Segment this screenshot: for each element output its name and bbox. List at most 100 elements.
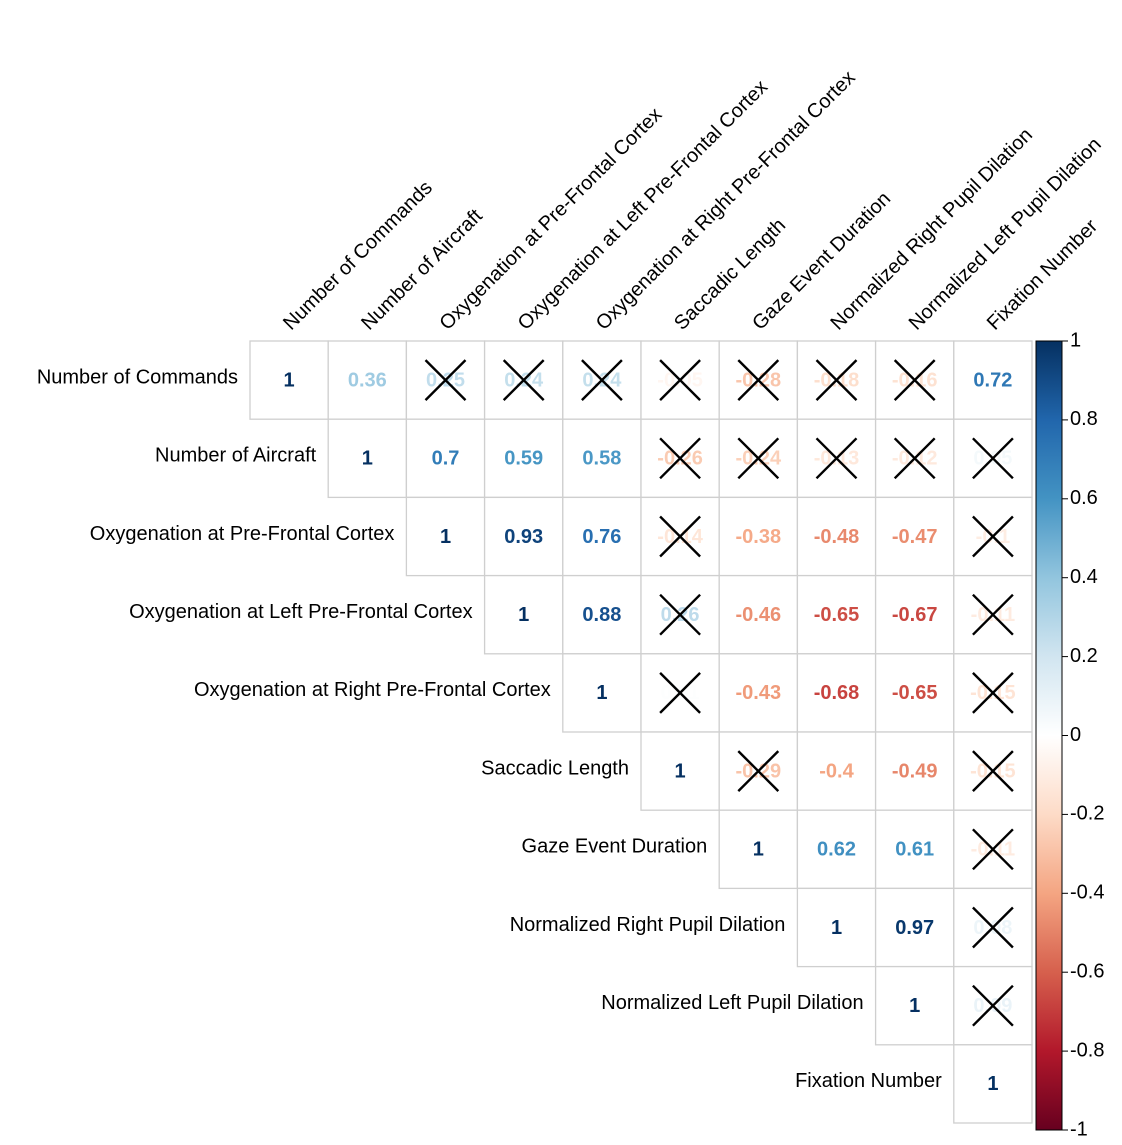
cell-1-2	[405, 418, 486, 499]
row-label: Oxygenation at Pre-Frontal Cortex	[90, 523, 395, 545]
cell-value: 1	[362, 448, 373, 470]
row-label: Gaze Event Duration	[522, 836, 708, 858]
row-label: Oxygenation at Left Pre-Frontal Cortex	[129, 601, 473, 623]
cell-1-4	[562, 418, 642, 499]
cell-2-3	[483, 496, 564, 577]
row-label: Number of Aircraft	[155, 445, 317, 467]
cell-value: 0.36	[348, 369, 387, 391]
insignificant-cross-icon	[659, 593, 701, 636]
cell-3-4	[562, 574, 642, 655]
cell-value: -0.49	[892, 760, 938, 782]
insignificant-cross-icon	[815, 359, 858, 401]
cell-value: 1	[518, 604, 529, 626]
cell-0-9	[953, 340, 1033, 420]
cell-value: 1	[831, 917, 842, 939]
cell-value: 0.58	[582, 448, 621, 470]
insignificant-cross-icon	[659, 672, 701, 714]
cell-4-8	[874, 653, 955, 733]
cell-value: 1	[987, 1073, 998, 1095]
cell-7-7	[796, 887, 877, 968]
column-label: Number of Commands	[279, 177, 437, 335]
insignificant-cross-icon	[972, 437, 1014, 480]
insignificant-cross-icon	[893, 437, 936, 480]
insignificant-cross-icon	[893, 359, 936, 401]
cell-6-6	[718, 809, 799, 890]
cell-value: -0.68	[814, 682, 860, 704]
colorbar-tick-label: -0.6	[1070, 960, 1104, 982]
insignificant-cross-icon	[972, 828, 1014, 871]
insignificant-cross-icon	[737, 359, 780, 401]
cell-value: 0.61	[895, 839, 934, 861]
insignificant-cross-icon	[737, 437, 780, 480]
colorbar-tick-label: 0.6	[1070, 487, 1098, 509]
insignificant-cross-icon	[659, 515, 701, 558]
cell-value: 1	[440, 526, 451, 548]
cell-value: -0.43	[736, 682, 782, 704]
insignificant-cross-icon	[659, 437, 701, 480]
colorbar-tick-label: -1	[1070, 1118, 1088, 1140]
cell-5-7	[796, 731, 877, 811]
row-label: Oxygenation at Right Pre-Frontal Cortex	[194, 679, 551, 701]
cell-value: -0.48	[814, 526, 860, 548]
insignificant-cross-icon	[972, 906, 1014, 949]
cell-value: 0.76	[582, 526, 621, 548]
cell-value: -0.4	[819, 760, 854, 782]
colorbar-gradient	[1035, 340, 1063, 1131]
cell-value: 0.59	[504, 448, 543, 470]
insignificant-cross-icon	[972, 515, 1014, 558]
cell-9-9	[953, 1044, 1033, 1124]
colorbar-tick-label: 0.2	[1070, 645, 1098, 667]
colorbar	[1035, 340, 1063, 1131]
insignificant-cross-icon	[815, 437, 858, 480]
cell-value: -0.47	[892, 526, 938, 548]
cell-2-4	[562, 496, 642, 577]
row-label: Number of Commands	[37, 366, 238, 388]
cell-value: 1	[909, 995, 920, 1017]
cell-value: 0.88	[582, 604, 621, 626]
cell-2-7	[796, 496, 877, 577]
colorbar-tick-label: 1	[1070, 329, 1081, 351]
cell-3-3	[483, 574, 564, 655]
cell-value: 1	[675, 760, 686, 782]
cell-6-7	[796, 809, 877, 890]
insignificant-cross-icon	[659, 359, 701, 401]
insignificant-cross-icon	[581, 359, 623, 401]
cell-5-5	[640, 731, 720, 811]
cell-value: 0.62	[817, 839, 856, 861]
insignificant-cross-icon	[972, 593, 1014, 636]
row-label-layer: Number of Commands Number of Aircraft Oxyg…	[37, 366, 942, 1092]
cell-0-1	[327, 340, 408, 420]
colorbar-tick-label: 0.8	[1070, 408, 1098, 430]
cell-0-0	[249, 340, 329, 420]
insignificant-cross-icon	[972, 750, 1014, 792]
row-label: Normalized Right Pupil Dilation	[510, 914, 786, 936]
row-label: Saccadic Length	[481, 757, 629, 779]
cell-value: -0.38	[736, 526, 782, 548]
cell-value: 1	[753, 839, 764, 861]
cell-2-2	[405, 496, 486, 577]
cell-8-8	[874, 965, 955, 1046]
insignificant-cross-icon	[737, 750, 780, 792]
cell-6-8	[874, 809, 955, 890]
cell-value: 1	[284, 369, 295, 391]
insignificant-cross-icon	[972, 984, 1014, 1027]
cell-value: -0.46	[736, 604, 782, 626]
cell-value: 0.7	[432, 448, 460, 470]
insignificant-cross-icon	[972, 672, 1014, 714]
cell-7-8	[874, 887, 955, 968]
cell-3-6	[718, 574, 799, 655]
cell-value: 0.72	[973, 369, 1012, 391]
colorbar-tick-label: -0.8	[1070, 1039, 1104, 1061]
cell-4-6	[718, 653, 799, 733]
row-label: Fixation Number	[795, 1070, 942, 1092]
colorbar-tick-label: 0	[1070, 724, 1081, 746]
colorbar-tick-label: -0.4	[1070, 882, 1104, 904]
row-label: Normalized Left Pupil Dilation	[601, 992, 863, 1014]
cross-layer	[424, 359, 1014, 1027]
colorbar-ticks: 1 0.8 0.6 0.4 0.2 0 -0.2 -0.4 -0.6 -0.8 -1	[1062, 329, 1104, 1140]
cell-value: 0.93	[504, 526, 543, 548]
cell-value: -0.65	[814, 604, 860, 626]
cell-value: 1	[596, 682, 607, 704]
